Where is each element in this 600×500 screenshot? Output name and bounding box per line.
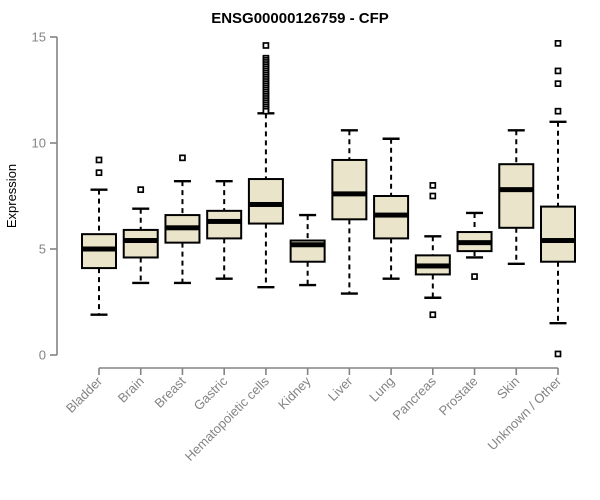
outlier-point xyxy=(554,107,562,115)
boxplot-brain xyxy=(122,186,159,285)
median-bar xyxy=(541,238,575,244)
outlier-point xyxy=(429,182,437,189)
iqr-box xyxy=(206,209,243,240)
median-bar xyxy=(248,201,283,207)
chart-title: ENSG00000126759 - CFP xyxy=(211,10,389,27)
boxplot-kidney xyxy=(289,213,326,287)
median-bar xyxy=(374,212,409,218)
median-bar xyxy=(123,238,158,244)
boxplot-liver xyxy=(331,129,368,295)
boxplot-lung xyxy=(373,137,410,280)
x-tick-label: Brain xyxy=(115,374,147,406)
iqr-box xyxy=(540,205,576,263)
x-tick-label: Breast xyxy=(151,373,188,410)
boxplot-gastric xyxy=(206,179,243,280)
boxplot-pancreas xyxy=(414,182,451,319)
x-tick-label: Prostate xyxy=(436,374,481,419)
outlier-point xyxy=(137,186,145,193)
outlier-point xyxy=(554,40,562,47)
y-tick-label: 15 xyxy=(32,30,46,45)
x-tick-label: Lung xyxy=(366,374,397,405)
median-bar xyxy=(332,191,367,197)
outlier-point xyxy=(554,80,562,87)
outlier-point xyxy=(179,154,186,162)
x-tick-label: Pancreas xyxy=(389,373,439,423)
outlier-point xyxy=(262,107,270,115)
outlier-point xyxy=(429,192,437,200)
boxplot-breast xyxy=(164,154,201,285)
median-bar xyxy=(415,263,450,269)
median-bar xyxy=(82,246,116,252)
x-tick-label: Gastric xyxy=(191,373,231,413)
outlier-point xyxy=(429,311,437,319)
boxplot-unknown-other xyxy=(540,40,576,358)
y-tick-label: 10 xyxy=(32,136,46,151)
iqr-box xyxy=(247,178,284,225)
x-tick-label: Unknown / Other xyxy=(485,373,565,453)
y-axis-title: Expression xyxy=(4,164,19,228)
x-tick-label: Liver xyxy=(325,373,356,404)
median-bar xyxy=(499,187,534,193)
x-tick-label: Skin xyxy=(494,374,522,402)
outlier-point xyxy=(95,169,103,177)
boxplot-prostate xyxy=(456,211,493,280)
outlier-point xyxy=(95,156,103,164)
iqr-box xyxy=(122,228,159,259)
outlier-point xyxy=(554,67,562,75)
iqr-box xyxy=(331,158,368,221)
boxplot-series xyxy=(81,40,576,358)
outlier-point xyxy=(262,42,270,49)
boxplot-bladder xyxy=(81,156,117,316)
outlier-point xyxy=(554,350,562,358)
boxplot-skin xyxy=(498,129,535,266)
x-tick-label: Kidney xyxy=(275,373,314,412)
x-tick-label: Bladder xyxy=(63,373,106,416)
boxplot-hematopoietic-cells xyxy=(247,42,284,289)
outlier-point xyxy=(471,273,478,280)
median-bar xyxy=(290,242,325,248)
median-bar xyxy=(457,240,492,246)
y-tick-label: 0 xyxy=(39,348,46,363)
median-bar xyxy=(207,218,242,224)
y-tick-label: 5 xyxy=(39,242,46,257)
median-bar xyxy=(165,225,200,231)
iqr-box xyxy=(498,163,535,229)
